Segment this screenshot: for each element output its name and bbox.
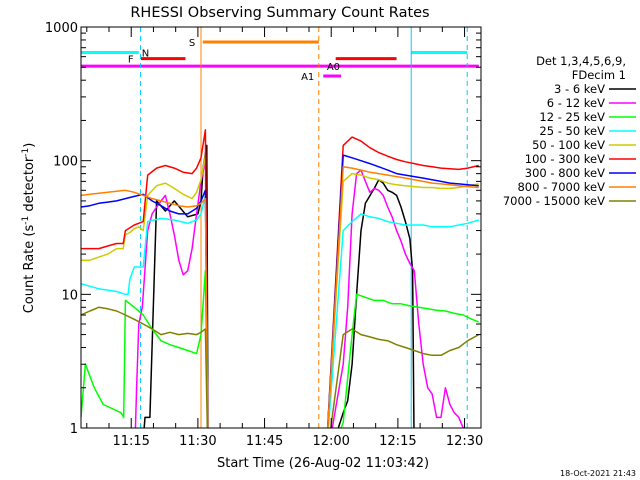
flag-label-a0: A0 <box>327 62 340 73</box>
legend-label-100-300-kev: 100 - 300 keV <box>525 152 605 166</box>
legend-label-3-6-kev: 3 - 6 keV <box>554 82 605 96</box>
series-line-50-100-kev <box>81 154 479 428</box>
x-axis-label: Start Time (26-Aug-02 11:03:42) <box>217 456 429 471</box>
legend-label-25-50-kev: 25 - 50 keV <box>539 124 605 138</box>
legend-label-800-7000-kev: 800 - 7000 keV <box>517 180 605 194</box>
render-timestamp: 18-Oct-2021 21:43 <box>560 469 636 478</box>
legend-label-12-25-kev: 12 - 25 keV <box>539 110 605 124</box>
x-tick-label-11-15: 11:15 <box>112 434 149 449</box>
x-tick-label-12-30: 12:30 <box>446 434 483 449</box>
flag-label-f: F <box>128 55 134 66</box>
chart-title: RHESSI Observing Summary Count Rates <box>130 5 429 21</box>
x-tick-label-11-30: 11:30 <box>179 434 216 449</box>
y-label-main: Count Rate (s <box>22 225 37 314</box>
legend-label-300-800-kev: 300 - 800 keV <box>525 166 605 180</box>
y-tick-label-1000: 1000 <box>45 21 78 36</box>
legend-header-detectors: Det 1,3,4,5,6,9, <box>536 54 626 68</box>
series-line-300-800-kev <box>81 154 479 428</box>
y-tick-label-100: 100 <box>53 155 78 170</box>
flag-label-s: S <box>189 38 195 49</box>
legend-label-6-12-kev: 6 - 12 keV <box>547 96 605 110</box>
y-tick-label-10: 10 <box>61 288 78 303</box>
series-layer <box>81 129 480 428</box>
plot-frame <box>80 26 482 429</box>
x-axis-ticks: 11:15 11:30 11:45 12:00 12:15 12:30 <box>86 27 483 449</box>
flag-label-n: N <box>142 49 149 60</box>
legend-label-7000-15000-kev: 7000 - 15000 keV <box>503 194 605 208</box>
series-line-25-50-kev <box>81 194 480 428</box>
series-line-800-7000-kev <box>81 166 479 428</box>
legend-header-decimation: FDecim 1 <box>572 68 626 82</box>
y-axis-label: Count Rate (s-1 detector-1) <box>21 143 37 314</box>
x-tick-label-12-00: 12:00 <box>312 434 349 449</box>
flag-layer: N S F A0 A1 <box>81 38 479 83</box>
y-label-sup1: -1 <box>21 216 31 225</box>
series-line-7000-15000-kev <box>81 306 480 428</box>
x-tick-label-12-15: 12:15 <box>379 434 416 449</box>
y-tick-label-1: 1 <box>70 422 78 437</box>
legend-label-50-100-kev: 50 - 100 keV <box>532 138 605 152</box>
x-tick-label-11-45: 11:45 <box>246 434 283 449</box>
y-label-end: ) <box>22 143 37 148</box>
y-axis-ticks: 1 10 100 1000 <box>45 21 481 437</box>
y-label-mid: detector <box>22 156 37 216</box>
y-label-sup2: -1 <box>21 148 31 157</box>
flag-label-a1: A1 <box>301 72 314 83</box>
vertical-marker-layer <box>140 27 468 428</box>
